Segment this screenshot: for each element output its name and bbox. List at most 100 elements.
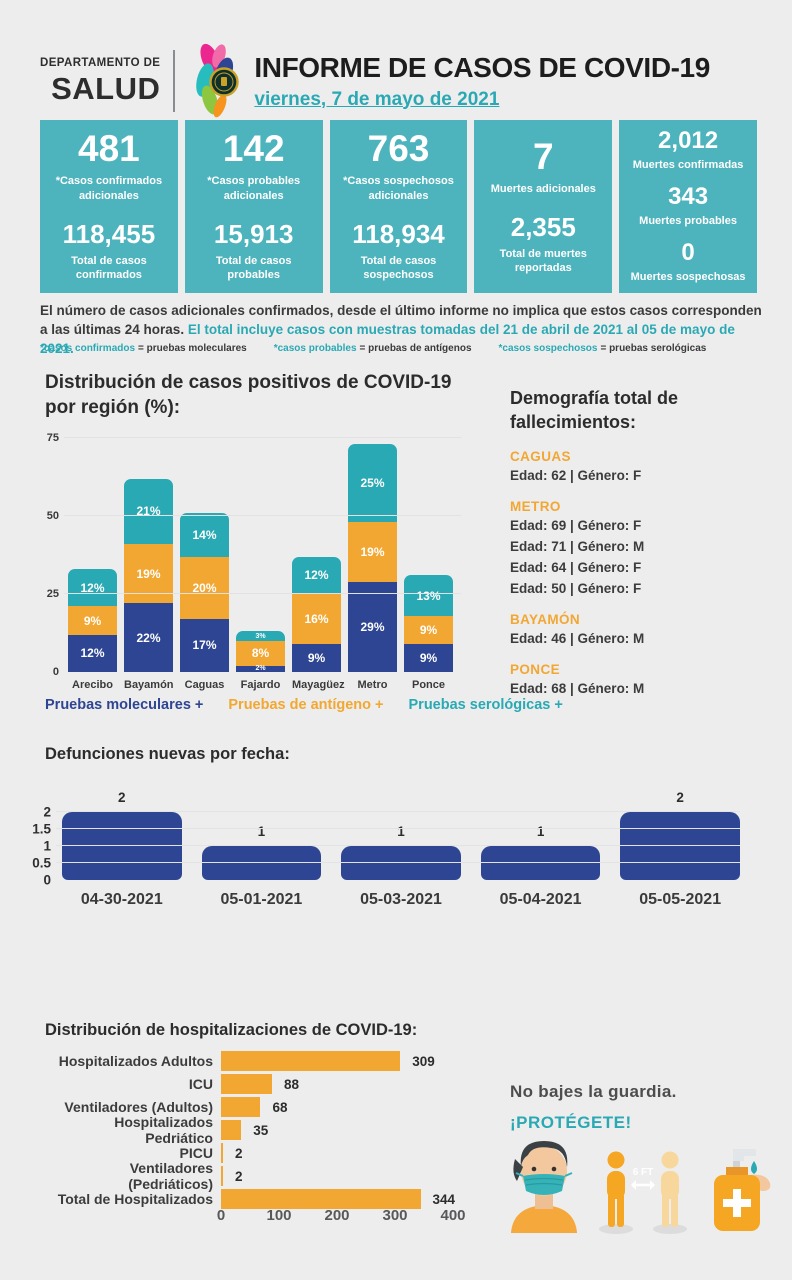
footnote-term: *casos probables (273, 343, 357, 354)
bar (221, 1166, 223, 1186)
bar (221, 1097, 261, 1117)
stack-segment: 3% (236, 631, 285, 641)
deaths-x-labels: 04-30-2021 05-01-2021 05-03-2021 05-04-2021… (62, 891, 740, 909)
card-deaths-breakdown: 2,012 Muertes confirmadas 343 Muertes pr… (619, 120, 757, 293)
x-tick-label: Arecibo (72, 679, 113, 691)
protect-message: No bajes la guardia. ¡PROTÉGETE! (510, 1082, 677, 1133)
suspicious-additional-value: 763 (367, 128, 430, 170)
probable-total-value: 15,913 (213, 219, 294, 249)
hosp-rows: Hospitalizados Adultos 309 ICU 88 Ventilador… (45, 1051, 455, 1212)
hosp-category-label: Total de Hospitalizados (57, 1191, 213, 1207)
bar-value-label: 88 (284, 1076, 300, 1092)
footnote-definition: = pruebas serológicas (600, 343, 707, 354)
header: DEPARTAMENTO DE SALUD INFORME DE CASOS D… (40, 42, 710, 120)
hosp-row: Total de Hospitalizados 344 (45, 1189, 455, 1209)
stack-segment: 21% (124, 478, 173, 545)
stack-segment: 2% (236, 665, 285, 672)
death-entry: Edad: 46 | Género: M (510, 630, 645, 646)
probable-total-label: Total de casos probables (215, 255, 292, 282)
region-bars: 12% 9% 12% 21% 19% 22% 14% 20% 17% 3% 8% 2% 12% 16% 9%… (68, 438, 453, 672)
confirmed-additional-value: 481 (78, 128, 140, 170)
hosp-row: Hospitalizados Adultos 309 (45, 1051, 455, 1071)
x-tick-label: 05-05-2021 (639, 891, 722, 908)
bar-column-05-03-2021: 1 (341, 812, 461, 880)
stacked-bar-Fajardo: 3% 8% 2% (236, 631, 285, 672)
x-tick-label: 04-30-2021 (80, 891, 163, 908)
deaths-total-value: 2,355 (510, 211, 576, 242)
demographics-title: Demografía total de fallecimientos: (510, 388, 679, 433)
region-name: PONCE (510, 662, 561, 678)
health-department-logo-icon (196, 43, 240, 118)
x-tick-label: 100 (266, 1207, 292, 1224)
legend-item: Pruebas moleculares + (45, 697, 204, 713)
death-entry: Edad: 50 | Género: F (510, 580, 642, 596)
stack-segment: 9% (292, 643, 341, 672)
bar-value-label: 309 (412, 1053, 435, 1069)
footnote-definition: = pruebas moleculares (138, 343, 247, 354)
x-tick-label: Bayamón (124, 679, 174, 691)
region-legend: Pruebas moleculares + Pruebas de antígeno… (45, 697, 563, 713)
page-title: INFORME DE CASOS DE COVID-19 (254, 51, 710, 83)
note-dark-text: El número de casos adicionales confirmad… (40, 303, 762, 338)
y-tick-label: 50 (46, 510, 59, 522)
report-date-link[interactable]: viernes, 7 de mayo de 2021 (254, 88, 500, 110)
x-tick-label: 400 (440, 1207, 466, 1224)
bar (201, 846, 322, 880)
y-tick-label: 0 (43, 872, 51, 888)
gridline (56, 862, 740, 863)
legend-item: Pruebas serológicas + (408, 697, 563, 713)
deaths-probable-label: Muertes probables (639, 214, 737, 227)
stack-segment: 14% (180, 512, 229, 557)
demographics-groups: CAGUAS Edad: 62 | Género: F METRO Edad: 69 … (510, 449, 765, 699)
bar (221, 1120, 242, 1140)
hosp-category-label: Hospitalizados Adultos (58, 1053, 213, 1069)
bar-column-05-05-2021: 2 (620, 790, 740, 880)
deaths-probable-value: 343 (668, 182, 709, 210)
stack-segment: 25% (348, 444, 397, 523)
deaths-suspicious-label: Muertes sospechosas (630, 271, 746, 284)
x-tick-label: Fajardo (240, 679, 281, 691)
footnote-probable: *casos probables = pruebas de antígenos (274, 343, 472, 354)
y-tick-label: 0.5 (32, 855, 51, 871)
stacked-bar-Ponce: 13% 9% 9% (404, 575, 453, 672)
deaths-additional-label: Muertes adicionales (490, 182, 596, 195)
confirmed-additional-label: *Casos confirmados adicionales (55, 175, 163, 202)
death-entry: Edad: 69 | Género: F (510, 517, 642, 533)
bar-column-05-01-2021: 1 (201, 812, 322, 880)
bar (480, 846, 601, 880)
region-name: METRO (510, 498, 561, 514)
suspicious-total-value: 118,934 (352, 219, 445, 249)
note-teal-text: El total incluye casos con muestras toma… (40, 322, 735, 357)
protect-line1: No bajes la guardia. (510, 1082, 677, 1101)
gridline (64, 593, 461, 594)
footnote-term: *casos confirmados (40, 343, 136, 354)
stack-segment: 9% (68, 606, 117, 635)
stacked-bar-Metro: 25% 19% 29% (348, 444, 397, 672)
death-entry: Edad: 64 | Género: F (510, 559, 642, 575)
bar-value-label: 1 (397, 824, 405, 839)
bar (221, 1143, 223, 1163)
stack-segment: 9% (404, 643, 453, 672)
hosp-axis: 0 100 200 300 400 (217, 1207, 466, 1227)
stack-segment: 19% (348, 522, 397, 582)
bar-value-label: 2 (118, 790, 126, 805)
stack-segment: 12% (292, 556, 341, 595)
y-tick-label: 1.5 (32, 821, 51, 837)
footnote-term: *casos sospechosos (498, 343, 598, 354)
gridline (56, 828, 740, 829)
stack-segment: 13% (404, 575, 453, 616)
bar-value-label: 68 (272, 1099, 288, 1115)
demographics-group-CAGUAS: CAGUAS Edad: 62 | Género: F (510, 449, 765, 485)
deaths-chart-title: Defunciones nuevas por fecha: (45, 745, 290, 763)
bar-value-label: 344 (432, 1191, 456, 1207)
stack-segment: 8% (236, 640, 285, 666)
gridline (56, 845, 740, 846)
hosp-chart-title: Distribución de hospitalizaciones de COV… (45, 1021, 418, 1039)
bar (62, 812, 182, 880)
probable-additional-value: 142 (222, 128, 285, 170)
department-line2: SALUD (51, 71, 161, 107)
hand-sanitizer-icon (714, 1149, 771, 1231)
title-block: INFORME DE CASOS DE COVID-19 viernes, 7 … (254, 52, 710, 111)
department-line1: DEPARTAMENTO DE (40, 56, 161, 69)
